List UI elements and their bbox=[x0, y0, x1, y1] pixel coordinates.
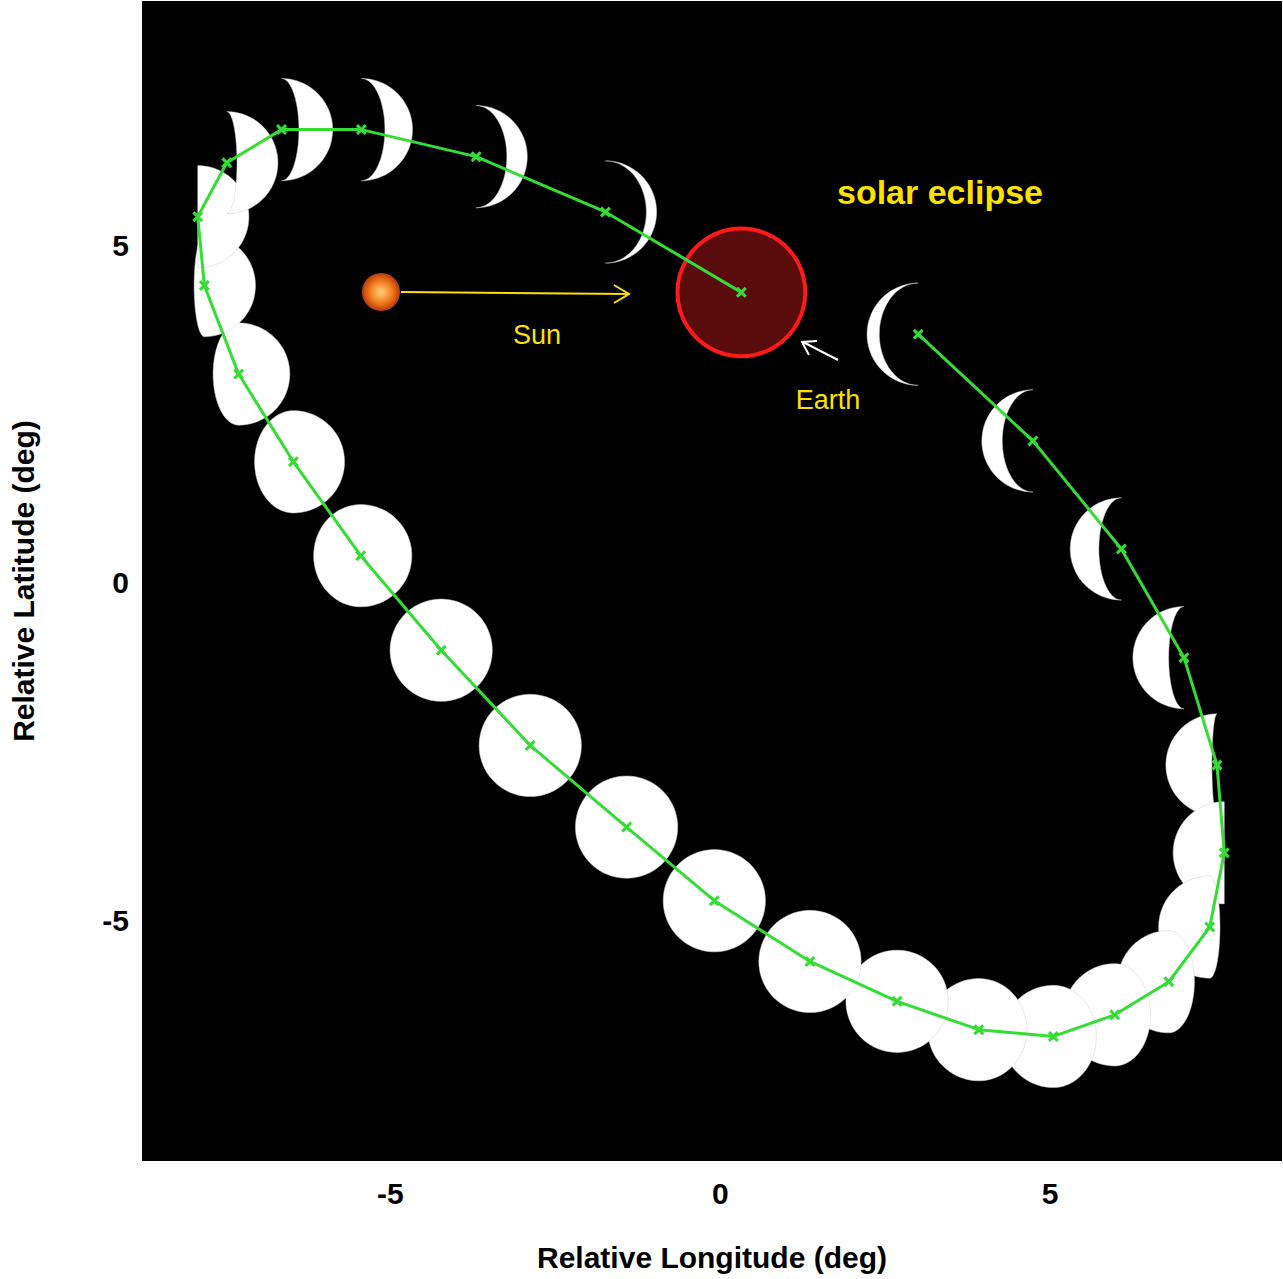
svg-text:Relative Longitude (deg): Relative Longitude (deg) bbox=[537, 1241, 887, 1274]
svg-text:-5: -5 bbox=[377, 1177, 404, 1210]
svg-text:0: 0 bbox=[712, 1177, 729, 1210]
svg-text:0: 0 bbox=[112, 566, 129, 599]
svg-text:-5: -5 bbox=[102, 904, 129, 937]
svg-text:5: 5 bbox=[1042, 1177, 1059, 1210]
svg-text:Earth: Earth bbox=[796, 385, 861, 415]
svg-text:solar eclipse: solar eclipse bbox=[837, 173, 1043, 211]
svg-text:Sun: Sun bbox=[513, 320, 561, 350]
svg-text:Relative Latitude (deg): Relative Latitude (deg) bbox=[7, 420, 40, 742]
svg-text:5: 5 bbox=[112, 229, 129, 262]
